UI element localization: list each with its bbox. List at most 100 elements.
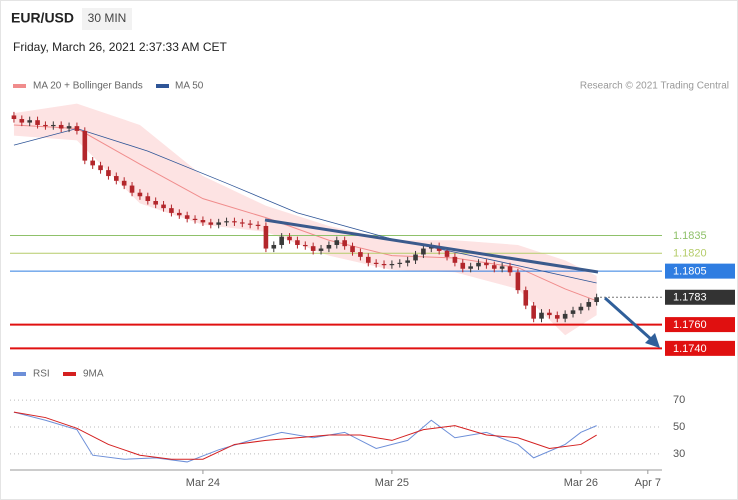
level-label: 1.1835 bbox=[673, 230, 707, 242]
candle-body bbox=[334, 240, 340, 245]
candle-body bbox=[216, 222, 221, 225]
candle-body bbox=[169, 208, 174, 213]
ma50-line bbox=[13, 128, 597, 284]
candle-body bbox=[365, 256, 371, 263]
x-tick-label: Mar 26 bbox=[564, 477, 598, 489]
candle-body bbox=[224, 221, 229, 223]
candle-body bbox=[507, 266, 513, 273]
candle-body bbox=[287, 236, 292, 241]
bollinger-band bbox=[13, 103, 597, 336]
candle-body bbox=[145, 196, 151, 202]
candle-body bbox=[405, 260, 410, 263]
candle-body bbox=[421, 248, 426, 255]
candle-body bbox=[578, 306, 584, 311]
candle-body bbox=[51, 124, 56, 127]
chart-title: EUR/USD bbox=[11, 10, 74, 26]
candle-body bbox=[373, 262, 379, 264]
arrow-head bbox=[645, 333, 660, 348]
candle-body bbox=[476, 262, 481, 267]
candle-body bbox=[129, 185, 135, 193]
candle-body bbox=[66, 126, 72, 129]
candle-body bbox=[539, 312, 544, 319]
candle-body bbox=[491, 265, 497, 269]
x-tick-label: Mar 24 bbox=[186, 477, 220, 489]
level-label: 1.1740 bbox=[673, 343, 707, 355]
candle-body bbox=[208, 222, 214, 225]
candle-body bbox=[326, 244, 332, 249]
level-label: 1.1760 bbox=[673, 319, 707, 331]
candle-body bbox=[137, 192, 143, 197]
candle-body bbox=[106, 170, 111, 177]
candle-body bbox=[468, 266, 473, 269]
candle-body bbox=[19, 119, 25, 123]
candle-body bbox=[484, 262, 489, 266]
candle-body bbox=[444, 250, 450, 257]
candle-body bbox=[310, 246, 316, 251]
candle-body bbox=[381, 263, 387, 266]
interval: 30 MIN bbox=[88, 11, 127, 25]
arrow-shaft bbox=[604, 296, 653, 342]
subtitle: Friday, March 26, 2021 2:37:33 AM CET bbox=[13, 40, 228, 54]
candle-body bbox=[121, 180, 127, 186]
candle-body bbox=[499, 266, 505, 269]
legend-swatch bbox=[63, 372, 76, 376]
candle-body bbox=[43, 124, 48, 127]
candle-body bbox=[232, 221, 237, 223]
candle-body bbox=[161, 204, 166, 209]
credit: Research © 2021 Trading Central bbox=[580, 81, 729, 92]
candle-body bbox=[570, 310, 576, 314]
y-tick-label: 50 bbox=[673, 421, 685, 433]
candle-body bbox=[342, 240, 347, 247]
candle-body bbox=[58, 124, 64, 129]
candle-body bbox=[413, 254, 418, 261]
x-tick-label: Mar 25 bbox=[375, 477, 409, 489]
candle-body bbox=[192, 218, 198, 221]
level-label: 1.1783 bbox=[673, 292, 707, 304]
candle-body bbox=[82, 130, 88, 161]
candle-body bbox=[184, 215, 190, 219]
legend-label: MA 50 bbox=[175, 81, 204, 92]
legend-label: MA 20 + Bollinger Bands bbox=[33, 81, 143, 92]
candle-body bbox=[358, 252, 363, 257]
candle-body bbox=[531, 305, 536, 319]
candle-body bbox=[35, 120, 40, 125]
level-label-box bbox=[665, 317, 735, 333]
candle-body bbox=[271, 244, 277, 249]
level-label: 1.1805 bbox=[673, 266, 707, 278]
candle-body bbox=[389, 263, 395, 266]
candle-body bbox=[295, 240, 300, 245]
legend-swatch bbox=[13, 84, 26, 88]
candle-body bbox=[114, 176, 119, 181]
candle-body bbox=[523, 290, 529, 306]
candle-body bbox=[397, 262, 403, 264]
y-tick-label: 30 bbox=[673, 448, 685, 460]
candle-body bbox=[239, 222, 245, 224]
candle-body bbox=[27, 120, 32, 123]
candle-body bbox=[200, 220, 206, 223]
candle-body bbox=[547, 312, 552, 316]
legend-label: RSI bbox=[33, 369, 50, 380]
level-label-box bbox=[665, 263, 735, 279]
interval-box bbox=[82, 8, 132, 30]
candle-body bbox=[318, 248, 324, 251]
candle-body bbox=[11, 115, 17, 120]
candle-body bbox=[594, 297, 599, 303]
candle-body bbox=[98, 165, 103, 171]
level-label: 1.1820 bbox=[673, 248, 707, 260]
candle-body bbox=[452, 256, 458, 263]
legend-label: 9MA bbox=[83, 369, 104, 380]
candle-body bbox=[90, 160, 95, 166]
candle-body bbox=[255, 224, 261, 226]
candle-body bbox=[586, 302, 592, 307]
ma20-line bbox=[13, 124, 597, 302]
x-tick-label: Apr 7 bbox=[635, 477, 661, 489]
candle-body bbox=[176, 212, 182, 216]
trend-line bbox=[264, 218, 599, 274]
level-label-box bbox=[665, 289, 735, 305]
plot: 1.1835 1.1820 1.1805 1.1783 1.1760 1.1740 MA 2… bbox=[10, 81, 735, 489]
legend-swatch bbox=[13, 372, 26, 376]
candle-body bbox=[554, 315, 560, 319]
candle-body bbox=[74, 126, 80, 131]
candle-body bbox=[515, 272, 521, 291]
